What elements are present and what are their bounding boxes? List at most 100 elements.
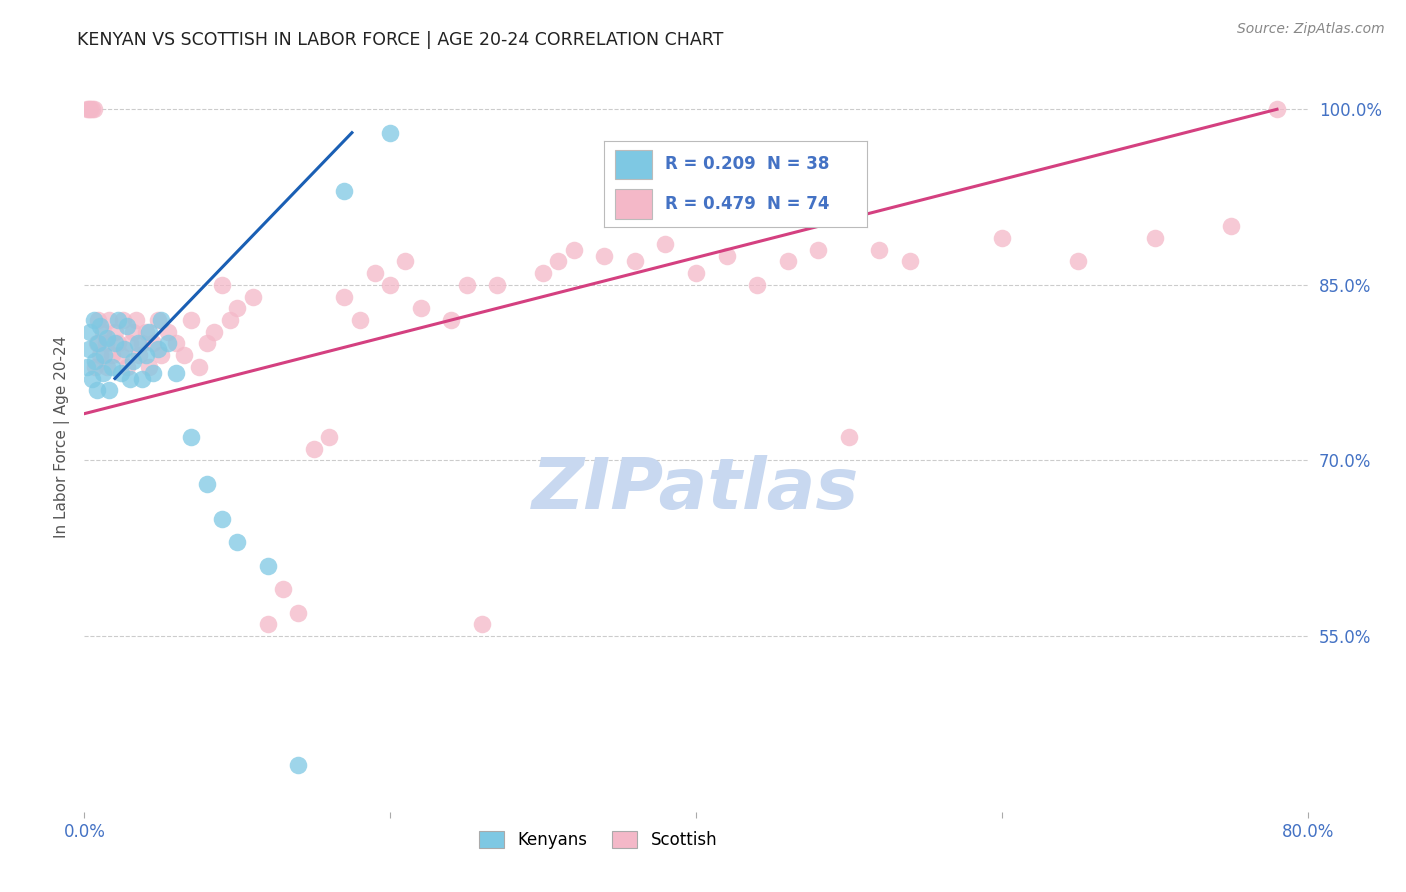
Point (89, 348, 111, 362)
Point (287, 757, 309, 772)
Point (685, 266, 707, 280)
Point (96, 359, 118, 374)
Point (76, 102, 98, 116)
Point (869, 243, 891, 257)
Point (165, 366, 187, 380)
Point (409, 301, 432, 316)
Point (115, 318, 138, 333)
Point (547, 254, 569, 268)
Point (471, 617, 494, 632)
Point (76, 359, 98, 374)
Point (531, 266, 554, 280)
Point (87, 313, 110, 327)
Point (149, 348, 172, 362)
Point (1143, 231, 1166, 245)
Point (131, 336, 153, 351)
Point (257, 617, 280, 632)
Point (138, 325, 160, 339)
Point (991, 231, 1014, 245)
Point (394, 254, 416, 268)
Text: KENYAN VS SCOTTISH IN LABOR FORCE | AGE 20-24 CORRELATION CHART: KENYAN VS SCOTTISH IN LABOR FORCE | AGE … (77, 31, 724, 49)
Point (257, 558, 280, 573)
Point (173, 348, 195, 362)
Point (195, 336, 218, 351)
Point (128, 348, 150, 362)
Point (86, 336, 108, 351)
Point (456, 277, 478, 292)
Point (242, 289, 264, 303)
Point (157, 336, 180, 351)
Point (364, 266, 387, 280)
Point (122, 325, 145, 339)
Point (77, 343, 100, 357)
Point (83, 313, 105, 327)
Point (333, 289, 356, 303)
Point (165, 336, 187, 351)
Point (84, 354, 107, 368)
Point (131, 371, 153, 385)
Point (146, 343, 169, 357)
Point (838, 430, 860, 444)
Point (226, 535, 249, 549)
Point (142, 366, 165, 380)
Point (333, 184, 356, 198)
Point (149, 313, 172, 327)
Point (84, 359, 107, 374)
Point (97, 383, 120, 397)
Point (380, 126, 402, 140)
Point (747, 277, 769, 292)
Point (135, 325, 157, 339)
Point (1220, 219, 1243, 234)
Point (1265, 102, 1288, 116)
Point (218, 313, 240, 327)
Point (89, 318, 111, 333)
Point (97, 313, 120, 327)
Text: Source: ZipAtlas.com: Source: ZipAtlas.com (1237, 22, 1385, 37)
Point (87, 336, 110, 351)
Point (125, 313, 148, 327)
Point (79, 102, 101, 116)
Point (127, 336, 149, 351)
Point (593, 249, 616, 263)
Point (195, 476, 218, 491)
Point (486, 277, 509, 292)
Point (91, 325, 114, 339)
Point (180, 430, 202, 444)
Point (142, 336, 165, 351)
Point (104, 336, 127, 351)
Point (79, 325, 101, 339)
Point (271, 582, 294, 597)
Point (101, 348, 124, 362)
Point (135, 348, 157, 362)
Text: ZIPatlas: ZIPatlas (533, 455, 859, 524)
Point (211, 277, 233, 292)
Point (146, 313, 169, 327)
Point (562, 243, 585, 257)
Point (107, 313, 129, 327)
Point (96, 330, 118, 344)
Point (180, 313, 202, 327)
Point (440, 313, 463, 327)
Point (624, 254, 647, 268)
Point (115, 359, 138, 374)
Point (122, 354, 145, 368)
Point (138, 359, 160, 374)
Point (91, 366, 114, 380)
Point (80, 371, 103, 385)
Point (86, 383, 108, 397)
Point (380, 277, 402, 292)
Point (716, 249, 738, 263)
Point (776, 254, 799, 268)
Point (83, 102, 105, 116)
Point (112, 343, 135, 357)
Point (80, 102, 103, 116)
Point (318, 430, 340, 444)
Point (211, 512, 233, 526)
Point (111, 313, 134, 327)
Point (188, 359, 211, 374)
Point (349, 313, 371, 327)
Point (77, 102, 100, 116)
Point (302, 442, 325, 456)
Point (94, 336, 117, 351)
Point (898, 254, 921, 268)
